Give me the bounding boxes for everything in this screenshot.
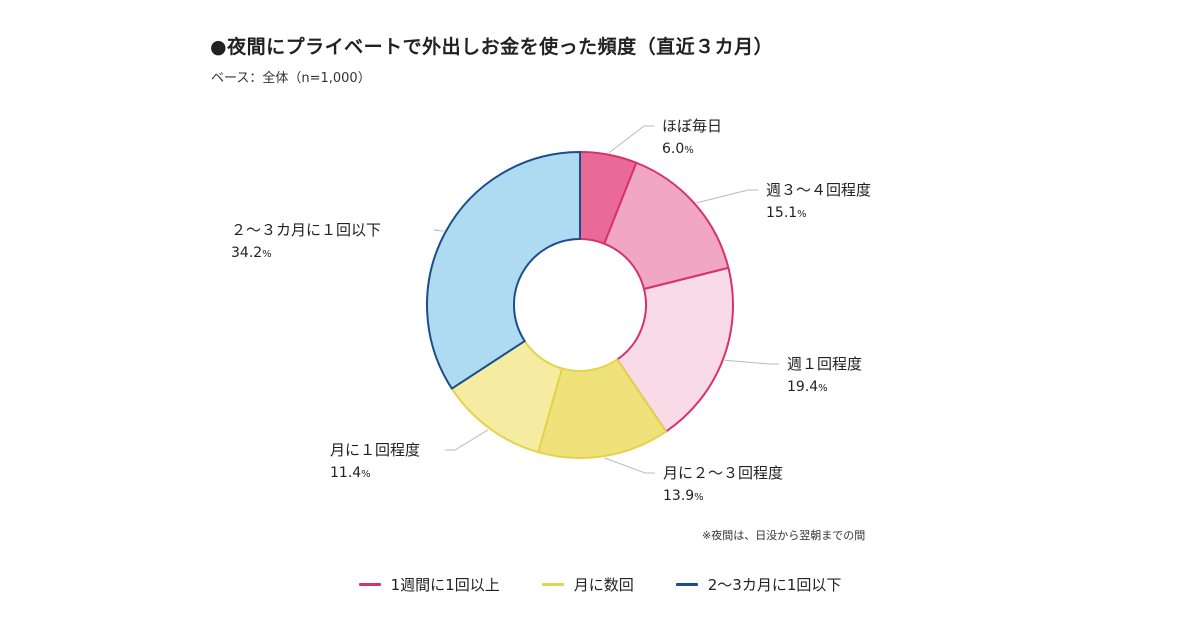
slice-bimonthly-or-less [426, 151, 581, 390]
legend-swatch-rarely [675, 583, 698, 586]
slice-value-bimonthly-or-less: 34.2% [231, 245, 272, 261]
slice-value-monthly-1: 11.4% [330, 465, 371, 481]
chart-subtitle: ベース：全体（n=1,000） [211, 71, 371, 86]
legend-item-rarely: 2〜3カ月に1回以下 [675, 574, 842, 595]
legend-label-monthly: 月に数回 [573, 576, 634, 594]
legend-label-rarely: 2〜3カ月に1回以下 [707, 576, 842, 594]
leader-line-bimonthly-or-less [433, 229, 444, 232]
slice-weekly-3-4 [603, 161, 730, 290]
donut-slices [426, 151, 734, 459]
legend: 1週間に1回以上 月に数回 2〜3カ月に1回以下 [0, 574, 1200, 595]
leader-line-monthly-2-3 [604, 457, 655, 474]
footnote: ※夜間は、日没から翌朝までの間 [702, 529, 866, 542]
legend-item-weekly: 1週間に1回以上 [358, 574, 500, 595]
slice-label-bimonthly-or-less: ２〜３カ月に１回以下 [231, 221, 381, 239]
legend-swatch-weekly [358, 583, 381, 586]
slice-label-monthly-1: 月に１回程度 [330, 441, 420, 459]
slice-value-weekly-3-4: 15.1% [766, 205, 807, 221]
leader-line-monthly-1 [445, 429, 489, 451]
leader-line-weekly-1 [724, 359, 779, 365]
slice-value-monthly-2-3: 13.9% [663, 488, 704, 504]
slice-value-daily: 6.0% [662, 141, 694, 157]
chart-title: ●夜間にプライベートで外出しお金を使った頻度（直近３カ月） [210, 36, 774, 58]
legend-swatch-monthly [541, 583, 564, 586]
slice-value-weekly-1: 19.4% [787, 379, 828, 395]
legend-item-monthly: 月に数回 [541, 574, 634, 595]
slice-label-weekly-3-4: 週３〜４回程度 [766, 181, 871, 199]
slice-label-daily: ほぼ毎日 [662, 117, 722, 135]
legend-label-weekly: 1週間に1回以上 [390, 576, 500, 594]
slice-label-weekly-1: 週１回程度 [787, 355, 862, 373]
leader-line-daily [608, 125, 654, 154]
leader-lines [433, 125, 779, 474]
slice-weekly-1 [616, 266, 734, 433]
slice-label-monthly-2-3: 月に２〜３回程度 [663, 464, 783, 482]
leader-line-weekly-3-4 [696, 189, 758, 204]
slice-labels: ほぼ毎日 6.0% 週３〜４回程度 15.1% 週１回程度 19.4% 月に２〜３回程度 13… [231, 117, 871, 504]
